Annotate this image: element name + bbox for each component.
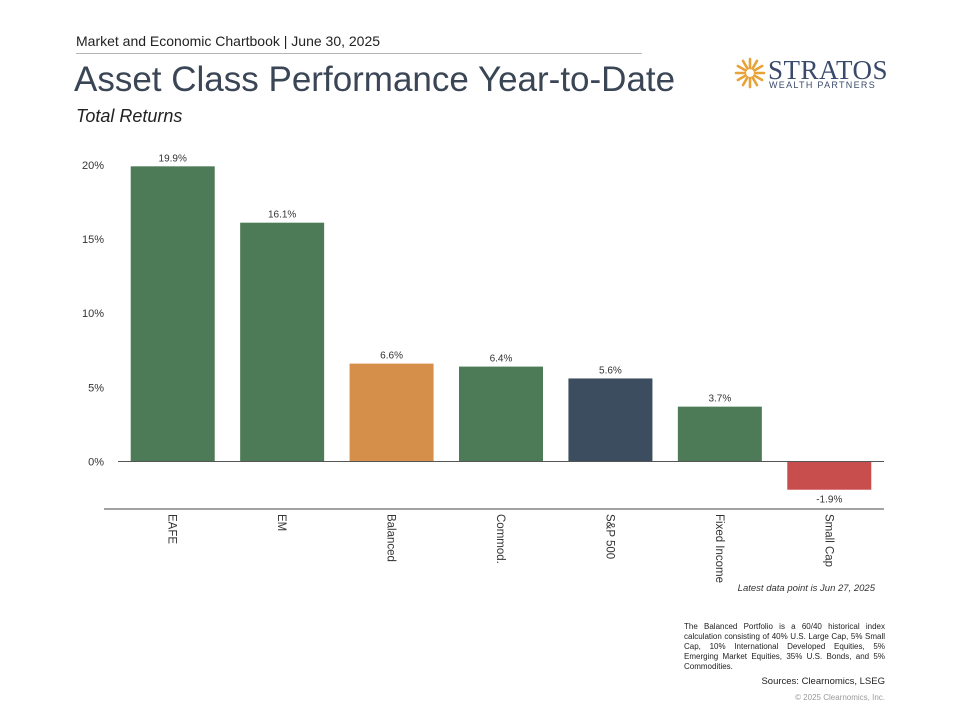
x-axis: EAFE EM Balanced Commod. S&P 500 Fixed Income… [166, 514, 835, 583]
bar-balanced [349, 363, 434, 462]
bar-series: 19.9% 16.1% 6.6% 6.4% 5.6% 3.7% -1.9% [130, 153, 872, 506]
category-label: Commod. [494, 514, 506, 564]
bar-em [240, 222, 325, 462]
bar-small-cap [787, 461, 872, 490]
data-label: 6.4% [490, 354, 513, 365]
category-label: Fixed Income [713, 514, 725, 583]
y-tick-label: 20% [82, 160, 104, 172]
stratos-logo: STRATOS WEALTH PARTNERS [734, 55, 888, 93]
y-tick-label: 15% [82, 234, 104, 246]
sources-note: Sources: Clearnomics, LSEG [761, 676, 885, 687]
chartbook-header: Market and Economic Chartbook | June 30,… [76, 33, 381, 49]
copyright-note: © 2025 Clearnomics, Inc. [795, 693, 885, 702]
category-label: EM [275, 514, 287, 531]
balanced-footnote: The Balanced Portfolio is a 60/40 histor… [684, 622, 885, 671]
y-axis: 0% 5% 10% 15% 20% [82, 160, 104, 469]
category-label: S&P 500 [603, 514, 615, 559]
sunburst-icon [734, 57, 766, 89]
y-tick-label: 10% [82, 308, 104, 320]
category-label: EAFE [166, 514, 178, 544]
bar-s-p-500 [568, 378, 653, 462]
y-tick-label: 0% [88, 457, 104, 469]
header-divider [76, 53, 642, 54]
category-label: Balanced [385, 514, 397, 562]
y-tick-label: 5% [88, 382, 104, 394]
data-label: 19.9% [159, 153, 187, 164]
logo-name: STRATOS [768, 55, 889, 85]
data-label: 16.1% [268, 210, 296, 221]
category-label: Small Cap [822, 514, 834, 567]
data-label: 6.6% [380, 351, 403, 362]
data-label: 5.6% [599, 365, 622, 376]
axis-lines [104, 461, 884, 510]
bar-fixed-income [677, 406, 762, 462]
bar-eafe [130, 166, 215, 462]
data-label: 3.7% [708, 394, 731, 405]
page-title: Asset Class Performance Year-to-Date [74, 60, 676, 99]
bar-commod- [459, 366, 543, 462]
data-label: -1.9% [816, 495, 842, 506]
logo-tagline: WEALTH PARTNERS [769, 80, 877, 90]
latest-data-note: Latest data point is Jun 27, 2025 [737, 583, 875, 594]
page-subtitle: Total Returns [76, 106, 183, 126]
